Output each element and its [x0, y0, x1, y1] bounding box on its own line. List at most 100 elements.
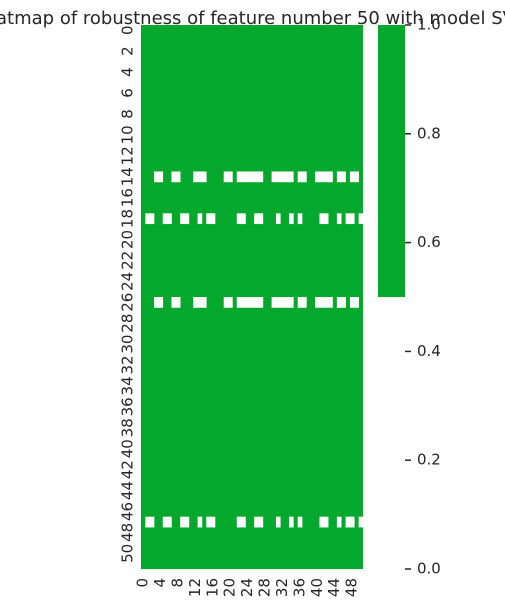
heatmap-cell-low	[280, 171, 285, 183]
heatmap-cell-low	[162, 213, 168, 225]
heatmap-cell-low	[336, 171, 342, 183]
y-tick-label: 24	[119, 272, 137, 291]
y-tick-label: 42	[119, 460, 137, 479]
x-tick-label: 48	[343, 578, 361, 597]
y-tick-label: 32	[119, 355, 137, 374]
heatmap-cell-low	[193, 171, 198, 183]
heatmap-cell-low	[149, 213, 155, 225]
heatmap-cell-low	[284, 171, 290, 183]
heatmap-cell-low	[223, 297, 229, 308]
heatmap-cell-low	[319, 171, 325, 183]
heatmap-cell-low	[249, 297, 255, 308]
heatmap-cell-low	[336, 297, 342, 308]
heatmap-cell-low	[297, 213, 303, 225]
heatmap-cell-low	[236, 213, 242, 225]
heatmap-cell-low	[289, 213, 294, 225]
y-tick-label: 10	[119, 125, 137, 144]
heatmap-cell-low	[241, 213, 246, 225]
x-tick-label: 28	[256, 578, 274, 597]
heatmap-cell-low	[302, 171, 307, 183]
heatmap-cell-low	[201, 297, 207, 308]
x-tick-label: 0	[134, 578, 152, 588]
heatmap-cell-low	[241, 297, 246, 308]
heatmap-cell-low	[258, 213, 264, 225]
y-tick-label: 14	[119, 167, 137, 186]
x-tick-label: 44	[325, 578, 343, 597]
colorbar: 0.0 0.2 0.4 0.6 0.8 1.0	[378, 16, 441, 578]
y-tick-label: 46	[119, 502, 137, 521]
y-tick-label: 48	[119, 523, 137, 542]
heatmap-cell-low	[245, 171, 251, 183]
colorbar-tick-label: 0.0	[417, 560, 441, 578]
heatmap-cell-low	[341, 171, 346, 183]
y-tick-label: 34	[119, 376, 137, 395]
heatmap-cell-low	[354, 297, 359, 308]
y-tick-label: 26	[119, 293, 137, 312]
heatmap-cell-low	[145, 516, 150, 528]
heatmap-cell-low	[358, 516, 364, 528]
colorbar-fill	[378, 25, 405, 297]
heatmap-cell-low	[284, 297, 290, 308]
heatmap-cell-low	[197, 297, 203, 308]
colorbar-tick-label: 0.6	[417, 233, 441, 251]
heatmap-cell-low	[167, 516, 172, 528]
heatmap-cell-low	[271, 171, 277, 183]
heatmap-cell-low	[201, 171, 207, 183]
y-tick-label: 8	[119, 109, 137, 119]
heatmap-cell-low	[254, 297, 259, 308]
heatmap-cell-low	[162, 516, 168, 528]
heatmap-cell-low	[171, 297, 177, 308]
x-tick-label: 16	[203, 578, 221, 597]
y-tick-label: 12	[119, 146, 137, 165]
heatmap-cell-low	[336, 516, 342, 528]
heatmap-cell-low	[323, 213, 329, 225]
heatmap-cell-low	[275, 297, 281, 308]
x-axis-ticks: 0 4 8 12 16 20 24 28 32 36 40 44 48	[134, 578, 361, 597]
heatmap-cell-low	[319, 297, 325, 308]
heatmap-cell-low	[180, 516, 185, 528]
y-axis-ticks: 0246810121416182022242628303234363840424…	[119, 25, 137, 562]
y-tick-label: 0	[119, 25, 137, 35]
y-tick-label: 2	[119, 46, 137, 56]
heatmap-cell-low	[302, 297, 307, 308]
colorbar-tick-label: 0.8	[417, 124, 441, 142]
heatmap-cell-low	[349, 213, 355, 225]
heatmap-cell-low	[275, 213, 281, 225]
heatmap-cell-low	[289, 297, 294, 308]
heatmap-cell-low	[175, 297, 181, 308]
heatmap-cell-low	[145, 213, 150, 225]
heatmap-cell-low	[275, 516, 281, 528]
heatmap-cell-low	[275, 171, 281, 183]
heatmap-cell-low	[349, 516, 355, 528]
y-tick-label: 50	[119, 544, 137, 563]
heatmap-cell-low	[280, 297, 285, 308]
heatmap-cell-low	[236, 516, 242, 528]
heatmap-cell-low	[158, 297, 164, 308]
heatmap-cell-low	[249, 171, 255, 183]
heatmap-cell-low	[228, 297, 233, 308]
x-tick-label: 32	[273, 578, 291, 597]
heatmap-cell-low	[289, 516, 294, 528]
x-tick-label: 20	[221, 578, 239, 597]
y-tick-label: 18	[119, 209, 137, 228]
heatmap-cell-low	[184, 213, 190, 225]
heatmap-cell-low	[345, 516, 351, 528]
heatmap-cell-low	[254, 516, 259, 528]
heatmap-cell-low	[180, 213, 185, 225]
heatmap-cell-low	[345, 213, 351, 225]
heatmap-cell-low	[297, 171, 303, 183]
heatmap-cell-low	[258, 297, 264, 308]
x-tick-label: 4	[151, 578, 169, 588]
heatmap-cell-low	[158, 171, 164, 183]
heatmap-cell-low	[206, 213, 211, 225]
y-tick-label: 20	[119, 230, 137, 249]
heatmap-cell-low	[258, 516, 264, 528]
heatmap-cell-low	[210, 516, 216, 528]
colorbar-tick-label: 0.2	[417, 451, 441, 469]
heatmap-cell-low	[197, 213, 203, 225]
heatmap-cell-low	[349, 297, 355, 308]
heatmap-cell-low	[241, 516, 246, 528]
heatmap-cell-low	[184, 516, 190, 528]
heatmap-cell-low	[236, 171, 242, 183]
heatmap-cell-low	[149, 516, 155, 528]
